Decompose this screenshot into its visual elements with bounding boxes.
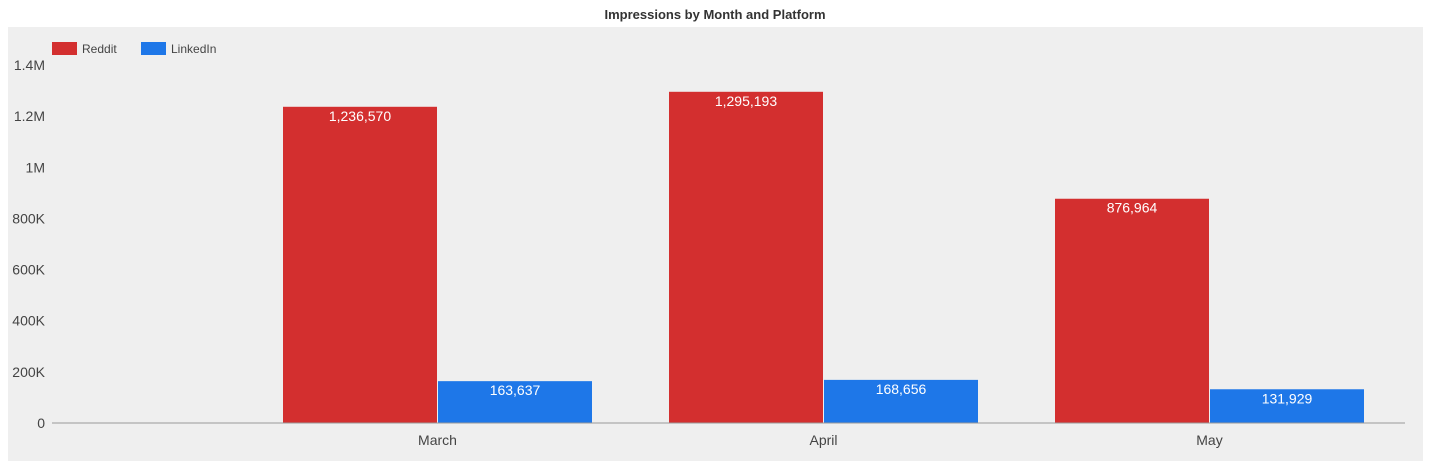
y-tick-label: 1.2M [14, 108, 45, 124]
y-tick-label: 400K [12, 313, 45, 329]
bar-value-label: 1,295,193 [715, 93, 777, 109]
bar-linkedin-may [1210, 389, 1364, 423]
bar-reddit-april [669, 91, 823, 423]
bar-value-label: 131,929 [1262, 390, 1313, 406]
chart-title: Impressions by Month and Platform [604, 7, 825, 22]
y-tick-label: 0 [37, 415, 45, 431]
x-axis: March April May [418, 432, 1223, 448]
bar-value-label: 168,656 [876, 381, 927, 397]
x-tick-label: March [418, 432, 457, 448]
bar-linkedin-april [824, 379, 978, 423]
y-tick-label: 800K [12, 210, 45, 226]
y-tick-label: 1.4M [14, 57, 45, 73]
bar-linkedin-march [438, 381, 592, 423]
bar-value-label: 163,637 [490, 382, 541, 398]
y-tick-label: 1M [26, 159, 45, 175]
legend: Reddit LinkedIn [52, 42, 216, 56]
bar-value-label: 1,236,570 [329, 108, 391, 124]
x-tick-label: May [1196, 432, 1222, 448]
legend-label-linkedin: LinkedIn [171, 42, 216, 56]
legend-label-reddit: Reddit [82, 42, 117, 56]
y-axis: 0 200K 400K 600K 800K 1M 1.2M 1.4M [12, 57, 45, 431]
legend-swatch-reddit [52, 42, 77, 55]
bars [283, 91, 1364, 424]
legend-swatch-linkedin [141, 42, 166, 55]
y-tick-label: 600K [12, 262, 45, 278]
bar-labels: 1,236,570 163,637 1,295,193 168,656 876,964 1… [329, 93, 1313, 406]
bar-reddit-may [1055, 198, 1209, 423]
bar-reddit-march [283, 106, 437, 424]
y-tick-label: 200K [12, 364, 45, 380]
bar-value-label: 876,964 [1107, 200, 1158, 216]
x-tick-label: April [809, 432, 837, 448]
